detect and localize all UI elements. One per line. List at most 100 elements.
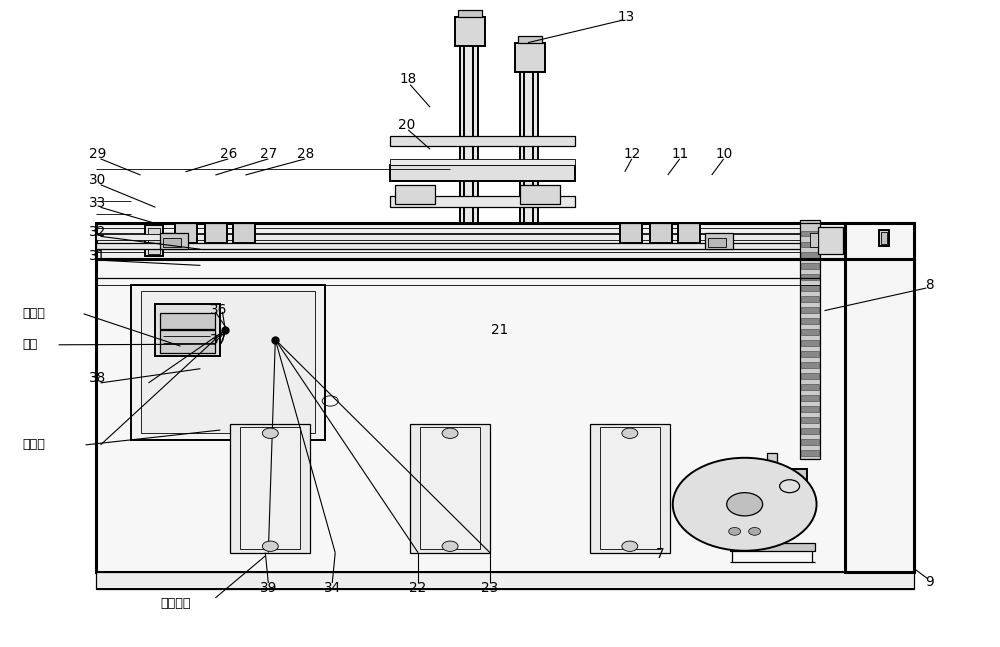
Bar [801, 406, 819, 412]
Text: 电机一组: 电机一组 [160, 597, 191, 609]
Bar [590, 424, 670, 553]
Circle shape [622, 541, 638, 551]
Bar [96, 256, 914, 572]
Text: 21: 21 [491, 323, 509, 337]
Bar [801, 439, 819, 445]
Bar [801, 450, 819, 456]
Bar [455, 17, 485, 46]
Text: 39: 39 [260, 580, 277, 595]
Bar [730, 543, 815, 551]
Circle shape [727, 492, 763, 516]
Bar [801, 318, 819, 324]
Text: 9: 9 [925, 575, 934, 589]
Bar [801, 296, 819, 302]
Text: 20: 20 [398, 118, 415, 131]
Text: 36: 36 [210, 303, 227, 317]
Bar [705, 233, 733, 249]
Bar [650, 223, 672, 243]
Bar [148, 228, 160, 254]
Bar [801, 241, 819, 247]
Text: 11: 11 [671, 148, 688, 161]
Bar [845, 223, 914, 572]
Bar [230, 424, 310, 553]
Bar [390, 166, 575, 181]
Circle shape [749, 527, 761, 535]
Text: 38: 38 [89, 371, 106, 386]
Bar [801, 252, 819, 258]
Text: 31: 31 [89, 248, 106, 263]
Circle shape [262, 428, 278, 439]
Text: 急停: 急停 [23, 338, 38, 351]
Bar [801, 417, 819, 423]
Bar [810, 233, 818, 247]
Text: 37: 37 [210, 333, 227, 347]
Text: 33: 33 [89, 196, 106, 210]
Bar [520, 43, 538, 223]
Bar [767, 453, 777, 485]
Text: 34: 34 [324, 580, 341, 595]
Text: 12: 12 [623, 148, 640, 161]
Bar [801, 373, 819, 379]
Bar [240, 427, 300, 549]
Bar [620, 223, 642, 243]
Bar [96, 243, 815, 249]
Circle shape [673, 458, 817, 551]
Circle shape [442, 428, 458, 439]
Text: 18: 18 [400, 72, 417, 87]
Bar [708, 237, 726, 247]
Bar [460, 17, 478, 223]
Bar [801, 395, 819, 401]
Bar [790, 492, 798, 498]
Bar [520, 184, 560, 204]
Bar [818, 226, 843, 254]
Text: 8: 8 [925, 278, 934, 292]
Bar [96, 223, 914, 259]
Bar [145, 225, 163, 256]
Bar [801, 263, 819, 269]
Text: 30: 30 [89, 173, 106, 187]
Bar [801, 351, 819, 357]
Bar [801, 307, 819, 313]
Circle shape [622, 428, 638, 439]
Text: 变频器: 变频器 [23, 307, 46, 320]
Bar [155, 304, 220, 356]
Text: 29: 29 [89, 148, 106, 161]
Bar [801, 340, 819, 346]
Bar [515, 43, 545, 72]
Bar [175, 223, 197, 243]
Bar [778, 491, 788, 498]
Circle shape [780, 479, 800, 492]
Text: 7: 7 [655, 547, 664, 561]
Bar [163, 233, 175, 246]
Bar [420, 427, 480, 549]
Bar [96, 234, 815, 239]
Bar [775, 469, 807, 504]
Text: 27: 27 [260, 148, 277, 161]
Circle shape [729, 527, 741, 535]
Bar [801, 230, 819, 236]
Bar [600, 427, 660, 549]
Bar [233, 223, 255, 243]
Text: 26: 26 [220, 148, 237, 161]
Bar [801, 285, 819, 291]
Bar [801, 428, 819, 434]
Bar [96, 572, 914, 589]
Bar [801, 329, 819, 335]
Bar [390, 159, 575, 166]
Bar [160, 233, 188, 249]
Bar [410, 424, 490, 553]
Bar [800, 220, 820, 459]
Bar [518, 36, 542, 43]
Circle shape [262, 541, 278, 551]
Text: 10: 10 [715, 148, 732, 161]
Bar [879, 230, 889, 246]
Bar [801, 362, 819, 368]
Bar [395, 184, 435, 204]
Bar [131, 285, 325, 440]
Text: 13: 13 [617, 10, 634, 24]
Text: 23: 23 [481, 580, 499, 595]
Bar [778, 476, 802, 501]
Text: 32: 32 [89, 225, 106, 239]
Bar [160, 313, 215, 329]
Bar [205, 223, 227, 243]
